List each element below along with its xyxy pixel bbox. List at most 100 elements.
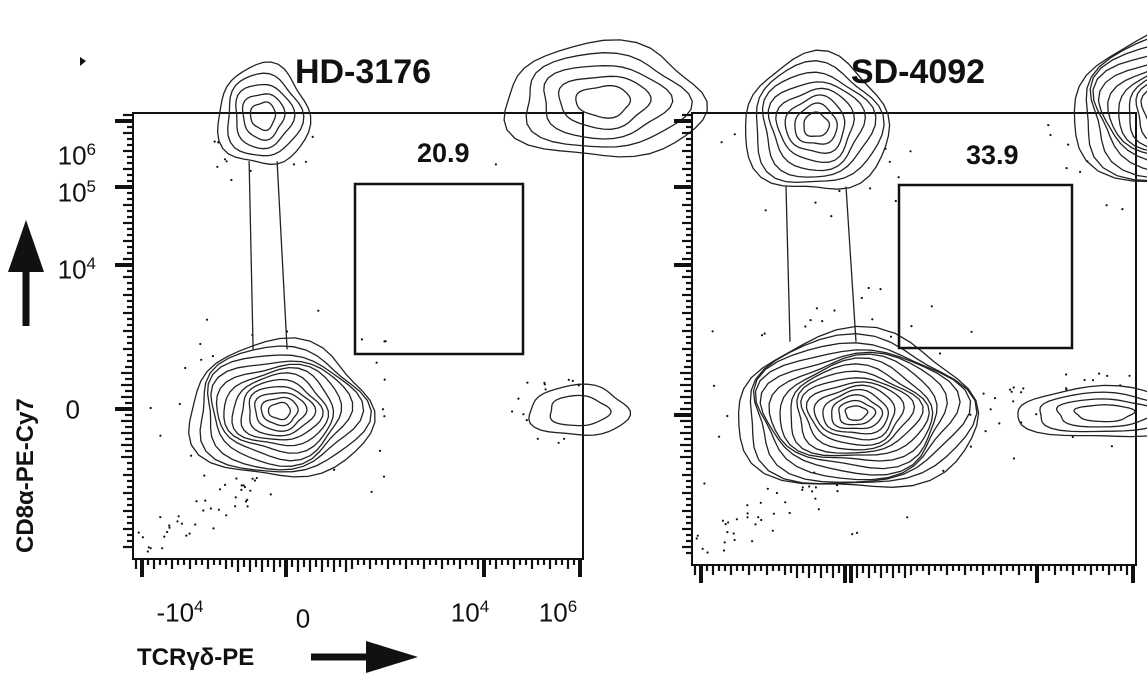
contour-line xyxy=(1089,46,1147,178)
event-dot xyxy=(801,488,804,491)
event-dot xyxy=(855,531,859,535)
event-dot xyxy=(784,501,787,504)
contour-line xyxy=(831,394,884,430)
event-dot xyxy=(763,332,766,335)
event-dot xyxy=(1047,124,1050,127)
event-dot xyxy=(724,523,727,526)
contour-line xyxy=(1135,83,1147,140)
y-axis-label: CD8α-PE-Cy7 xyxy=(12,398,39,553)
contour-line xyxy=(1140,90,1147,121)
contour-line xyxy=(1073,404,1136,423)
event-dot xyxy=(180,522,183,525)
event-dot xyxy=(760,334,764,337)
contour-line xyxy=(844,405,869,421)
contour-line xyxy=(557,75,652,130)
event-dot xyxy=(557,441,560,444)
event-dot xyxy=(703,482,706,485)
event-dot xyxy=(970,330,973,333)
contour-line xyxy=(260,396,299,427)
event-dot xyxy=(989,408,992,411)
event-dot xyxy=(894,199,897,203)
y-tick-label-1e4: 104 xyxy=(57,254,96,285)
event-dot xyxy=(146,550,149,553)
event-dot xyxy=(194,523,197,526)
contour-line xyxy=(822,388,890,435)
plot-1-gate-label: 20.9 xyxy=(417,138,470,168)
event-dot xyxy=(269,493,272,496)
event-dot xyxy=(494,163,497,166)
plot-1-gate[interactable] xyxy=(353,182,525,356)
contour-line xyxy=(1085,38,1147,182)
event-dot xyxy=(240,484,243,487)
contour-line xyxy=(235,83,296,150)
event-dot xyxy=(906,516,909,519)
contour-line xyxy=(503,39,708,158)
event-dot xyxy=(225,160,228,163)
x-tick-label-neg1e4: -104 xyxy=(156,597,204,628)
event-dot xyxy=(757,516,760,519)
contour-line xyxy=(1107,70,1147,154)
event-dot xyxy=(163,535,166,538)
event-dot xyxy=(149,547,152,550)
event-dot xyxy=(833,309,836,312)
event-dot xyxy=(701,547,704,550)
event-dot xyxy=(522,413,525,416)
event-dot xyxy=(888,160,891,163)
event-dot xyxy=(384,340,387,343)
event-dot xyxy=(746,504,749,507)
contour-bridge xyxy=(248,161,288,350)
event-dot xyxy=(517,397,520,400)
event-dot xyxy=(178,402,181,406)
contour-line xyxy=(1092,55,1147,170)
contour-line xyxy=(794,102,838,145)
event-dot xyxy=(720,141,723,144)
event-dot xyxy=(525,419,528,422)
event-dot xyxy=(1067,143,1070,146)
event-dot xyxy=(830,215,833,218)
event-dot xyxy=(311,135,314,138)
contour-line xyxy=(796,370,924,454)
contour-line xyxy=(1118,75,1147,151)
event-dot xyxy=(726,531,729,534)
event-dot xyxy=(333,468,336,471)
event-dot xyxy=(696,534,699,537)
event-dot xyxy=(244,500,248,503)
contour-line xyxy=(231,372,330,447)
event-dot xyxy=(851,533,854,536)
event-dot xyxy=(159,434,162,437)
event-dot xyxy=(168,524,171,527)
plot-2-gate[interactable] xyxy=(897,183,1074,350)
event-dot xyxy=(1012,457,1016,460)
event-dot xyxy=(225,514,228,517)
event-dot xyxy=(177,515,180,518)
event-dot xyxy=(168,526,171,529)
event-dot xyxy=(695,537,698,540)
event-dot xyxy=(234,496,237,499)
event-dot xyxy=(212,527,215,530)
event-dot xyxy=(200,358,203,361)
event-dot xyxy=(1065,388,1068,391)
event-dot xyxy=(938,352,942,355)
contour-line xyxy=(543,65,674,140)
contour-line xyxy=(188,337,376,478)
event-dot xyxy=(869,187,872,190)
event-dot xyxy=(1098,372,1101,375)
event-dot xyxy=(246,498,249,501)
event-dot xyxy=(821,320,824,323)
contour-line xyxy=(752,342,972,483)
event-dot xyxy=(185,534,188,537)
contour-line xyxy=(775,87,855,164)
event-dot xyxy=(184,366,187,370)
contour-line xyxy=(761,71,877,178)
contour-line xyxy=(768,353,938,470)
contour-bridge xyxy=(785,186,857,342)
contour-line xyxy=(210,360,354,467)
event-dot xyxy=(382,475,386,478)
event-dot xyxy=(711,330,714,333)
event-dot xyxy=(982,392,985,395)
contour-line xyxy=(549,394,612,427)
event-dot xyxy=(240,488,243,491)
event-dot xyxy=(375,361,378,364)
event-dot xyxy=(246,505,249,508)
contour-line xyxy=(754,349,961,481)
